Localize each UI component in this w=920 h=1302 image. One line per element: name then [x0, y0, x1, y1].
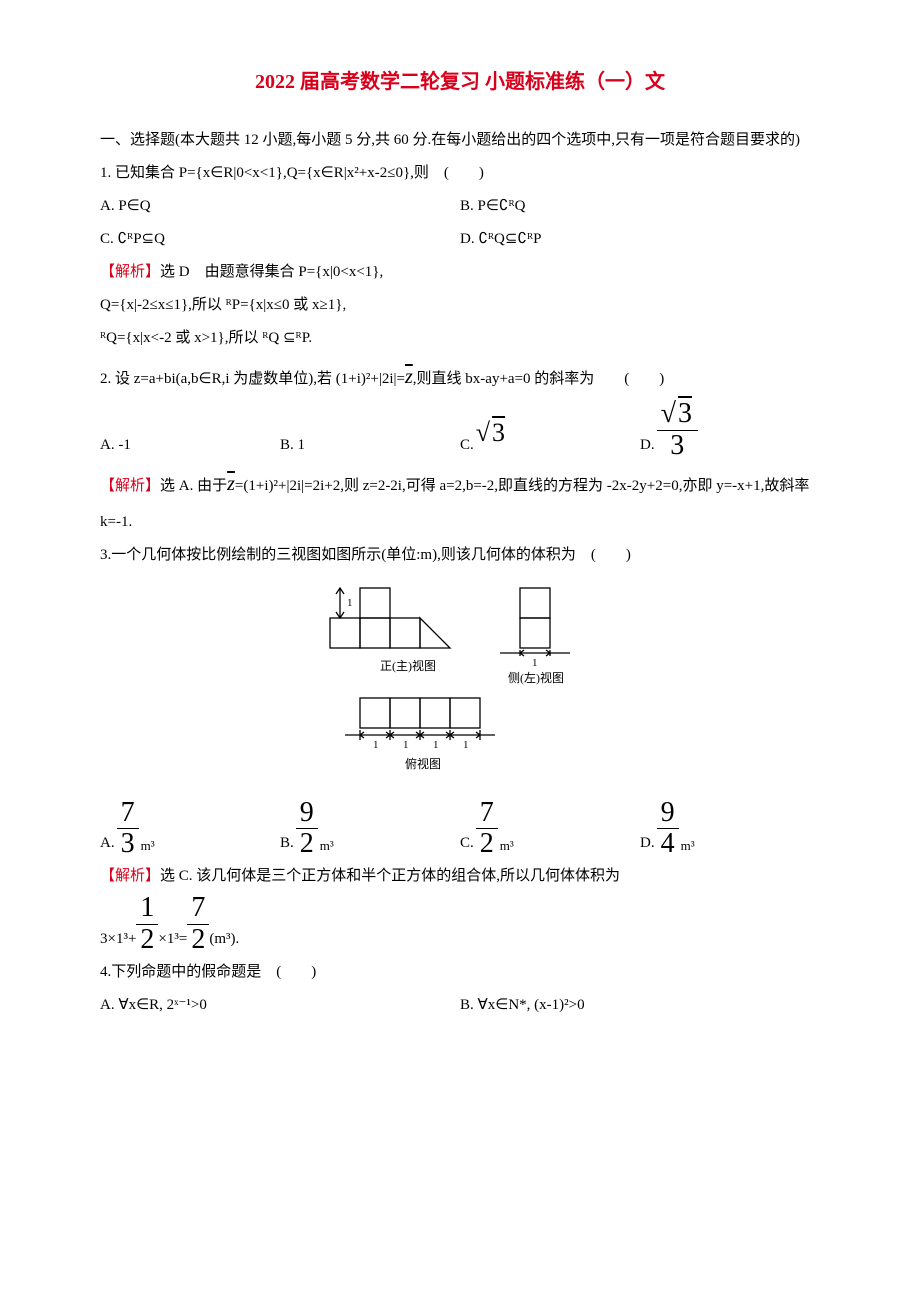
q2-analysis: 【解析】选 A. 由于z=(1+i)²+|2i|=2i+2,则 z=2-2i,可…	[100, 462, 820, 539]
q2-c-pre: C.	[460, 429, 474, 462]
q3-calc-coef: 3×1³+	[100, 923, 136, 956]
q3-option-d: D. 94 m³	[640, 798, 820, 861]
analysis-label: 【解析】	[100, 264, 160, 280]
fraction-icon: 94	[657, 798, 679, 861]
q3-options: A. 73 m³ B. 92 m³ C. 72 m³ D. 94 m³	[100, 798, 820, 861]
q2-option-b: B. 1	[280, 429, 460, 462]
q1-options-row1: A. P∈Q B. P∈∁ᴿQ	[100, 190, 820, 223]
q3b-den: 2	[296, 829, 318, 860]
q2-text: 2. 设 z=a+bi(a,b∈R,i 为虚数单位),若 (1+i)²+|2i|…	[100, 355, 820, 399]
q3-ana-text: 选 C. 该几何体是三个正方体和半个正方体的组合体,所以几何体体积为	[160, 868, 620, 884]
q3a-pre: A.	[100, 827, 115, 860]
q2-d-num-root: 3	[676, 399, 694, 430]
q3d-suf: m³	[681, 832, 695, 861]
q2-option-d: D. √3 3	[640, 399, 820, 462]
q1-text: 1. 已知集合 P={x∈R|0<x<1},Q={x∈R|x²+x-2≤0},则…	[100, 157, 820, 190]
q3-text: 3.一个几何体按比例绘制的三视图如图所示(单位:m),则该几何体的体积为 ( )	[100, 539, 820, 572]
q3c-suf: m³	[500, 832, 514, 861]
section-intro: 一、选择题(本大题共 12 小题,每小题 5 分,共 60 分.在每小题给出的四…	[100, 124, 820, 157]
q3a-suf: m³	[141, 832, 155, 861]
q1-analysis-line2: Q={x|-2≤x≤1},所以 ᴿP={x|x≤0 或 x≥1},	[100, 289, 820, 322]
q3d-pre: D.	[640, 827, 655, 860]
dim-1a: 1	[373, 739, 379, 751]
q3b-num: 9	[296, 798, 318, 830]
q2-option-a: A. -1	[100, 429, 280, 462]
q2-options: A. -1 B. 1 C. √3 D. √3 3	[100, 399, 820, 462]
fraction-icon: 72	[476, 798, 498, 861]
fraction-icon: 73	[117, 798, 139, 861]
q3-calc-den2: 2	[187, 925, 209, 956]
q2-text-after: ,则直线 bx-ay+a=0 的斜率为 ( )	[413, 371, 664, 387]
q1-option-d: D. ∁ᴿQ⊆∁ᴿP	[460, 223, 820, 256]
dim-1-side: 1	[532, 657, 538, 669]
zbar-icon: z	[227, 473, 235, 495]
q2-d-num: √3	[657, 399, 698, 431]
q3b-pre: B.	[280, 827, 294, 860]
front-label: 正(主)视图	[380, 658, 436, 673]
analysis-label: 【解析】	[100, 868, 160, 884]
q1-analysis-1: 选 D 由题意得集合 P={x|0<x<1},	[160, 264, 383, 280]
sqrt-icon: √3	[476, 404, 507, 461]
views-svg: 1 1 正(主)视图 侧(左)视图 1 1 1 1 俯视图	[300, 578, 620, 788]
q3c-num: 7	[476, 798, 498, 830]
fraction-icon: 92	[296, 798, 318, 861]
fraction-icon: √3 3	[657, 399, 698, 462]
q4-options: A. ∀x∈R, 2ˣ⁻¹>0 B. ∀x∈N*, (x-1)²>0	[100, 989, 820, 1022]
page-title: 2022 届高考数学二轮复习 小题标准练（一）文	[100, 60, 820, 104]
q3-analysis: 【解析】选 C. 该几何体是三个正方体和半个正方体的组合体,所以几何体体积为	[100, 860, 820, 893]
q1-option-a: A. P∈Q	[100, 190, 460, 223]
q2-d-pre: D.	[640, 429, 655, 462]
q3-calc-num2: 7	[187, 893, 209, 925]
q2-ana-before: 选 A. 由于	[160, 478, 227, 494]
q1-option-b: B. P∈∁ᴿQ	[460, 190, 820, 223]
q2-text-before: 2. 设 z=a+bi(a,b∈R,i 为虚数单位),若 (1+i)²+|2i|…	[100, 371, 405, 387]
side-label: 侧(左)视图	[508, 670, 564, 685]
q3-option-c: C. 72 m³	[460, 798, 640, 861]
q1-analysis-line1: 【解析】选 D 由题意得集合 P={x|0<x<1},	[100, 256, 820, 289]
zbar-icon: z	[405, 366, 413, 388]
q3-calc: 3×1³+ 12 ×1³= 72 (m³).	[100, 893, 820, 956]
q2-d-den: 3	[657, 431, 698, 462]
q3-option-b: B. 92 m³	[280, 798, 460, 861]
q3a-den: 3	[117, 829, 139, 860]
q3c-pre: C.	[460, 827, 474, 860]
dim-1c: 1	[433, 739, 439, 751]
q4-option-a: A. ∀x∈R, 2ˣ⁻¹>0	[100, 989, 460, 1022]
q3-option-a: A. 73 m³	[100, 798, 280, 861]
q3-calc-mid: ×1³=	[158, 923, 187, 956]
dim-1-front: 1	[347, 597, 353, 609]
dim-1d: 1	[463, 739, 469, 751]
top-label: 俯视图	[405, 756, 441, 771]
dim-1b: 1	[403, 739, 409, 751]
q3-calc-den: 2	[136, 925, 158, 956]
fraction-icon: 12	[136, 893, 158, 956]
q4-text: 4.下列命题中的假命题是 ( )	[100, 956, 820, 989]
q4-option-b: B. ∀x∈N*, (x-1)²>0	[460, 989, 820, 1022]
q3a-num: 7	[117, 798, 139, 830]
analysis-label: 【解析】	[100, 478, 160, 494]
fraction-icon: 72	[187, 893, 209, 956]
q3-calc-num: 1	[136, 893, 158, 925]
q3-calc-post: (m³).	[209, 923, 239, 956]
q1-analysis-line3: ᴿQ={x|x<-2 或 x>1},所以 ᴿQ ⊆ᴿP.	[100, 322, 820, 355]
q3d-den: 4	[657, 829, 679, 860]
q3d-num: 9	[657, 798, 679, 830]
q2-option-c: C. √3	[460, 404, 640, 461]
three-views-diagram: 1 1 正(主)视图 侧(左)视图 1 1 1 1 俯视图	[100, 578, 820, 788]
q3b-suf: m³	[320, 832, 334, 861]
q1-option-c: C. ∁ᴿP⊆Q	[100, 223, 460, 256]
q3c-den: 2	[476, 829, 498, 860]
q1-options-row2: C. ∁ᴿP⊆Q D. ∁ᴿQ⊆∁ᴿP	[100, 223, 820, 256]
q2-c-root: 3	[490, 404, 507, 461]
